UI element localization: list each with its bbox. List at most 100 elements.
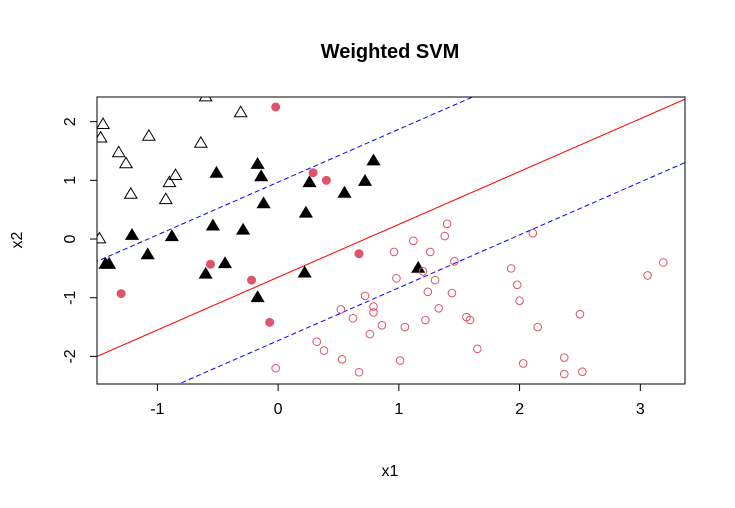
point-circle-open bbox=[559, 353, 569, 362]
y-tick-label: -1 bbox=[62, 291, 79, 305]
point-circle-filled bbox=[205, 259, 215, 269]
point-triangle-open bbox=[123, 186, 138, 199]
x-tick-label: 2 bbox=[515, 401, 524, 418]
point-triangle-open bbox=[158, 192, 173, 205]
point-triangle-filled bbox=[298, 205, 313, 218]
point-circle-filled bbox=[265, 317, 275, 327]
point-circle-open bbox=[389, 247, 399, 257]
point-triangle-open bbox=[168, 168, 183, 180]
point-triangle-filled bbox=[250, 290, 265, 303]
point-triangle-filled bbox=[236, 222, 251, 235]
point-triangle-open bbox=[162, 175, 177, 188]
y-tick-label: 2 bbox=[62, 117, 79, 126]
point-triangle-filled bbox=[250, 157, 265, 169]
point-circle-open bbox=[409, 236, 418, 246]
point-triangle-filled bbox=[140, 247, 155, 260]
y-axis: -2 -1 0 1 2 bbox=[62, 117, 98, 364]
data-points bbox=[97, 97, 668, 379]
point-circle-open bbox=[319, 346, 329, 355]
point-circle-open bbox=[360, 291, 370, 301]
margin-upper-line bbox=[97, 97, 474, 262]
point-circle-open bbox=[425, 247, 435, 257]
point-triangle-open bbox=[198, 97, 213, 102]
point-triangle-open bbox=[97, 231, 107, 244]
x-tick-label: 0 bbox=[274, 401, 283, 418]
point-circle-open bbox=[336, 305, 346, 314]
point-triangle-filled bbox=[209, 165, 224, 178]
point-circle-open bbox=[450, 257, 459, 266]
point-circle-open bbox=[430, 275, 440, 285]
point-circle-open bbox=[442, 219, 452, 229]
y-tick-label: 0 bbox=[62, 234, 79, 243]
point-circle-open bbox=[418, 267, 428, 276]
point-triangle-filled bbox=[297, 265, 312, 278]
x-tick-label: 3 bbox=[636, 401, 645, 418]
point-circle-open bbox=[533, 322, 542, 332]
point-circle-open bbox=[506, 264, 516, 273]
point-triangle-filled bbox=[358, 174, 373, 186]
point-circle-open bbox=[395, 356, 405, 365]
point-circle-filled bbox=[308, 168, 318, 178]
point-triangle-open bbox=[141, 128, 156, 141]
point-triangle-filled bbox=[337, 185, 352, 198]
point-circle-filled bbox=[247, 275, 257, 285]
point-circle-open bbox=[643, 271, 652, 280]
point-triangle-filled bbox=[98, 256, 113, 269]
margin-lower-line bbox=[177, 162, 685, 384]
point-triangle-open bbox=[111, 145, 126, 158]
point-circle-open bbox=[348, 313, 358, 323]
point-triangle-filled bbox=[256, 196, 271, 209]
point-circle-open bbox=[400, 322, 410, 332]
point-triangle-filled bbox=[302, 175, 317, 188]
plot-frame bbox=[96, 96, 686, 385]
point-triangle-filled bbox=[217, 256, 233, 269]
point-circle-open bbox=[575, 309, 585, 319]
point-circle-open bbox=[512, 280, 522, 290]
point-triangle-filled bbox=[198, 266, 213, 279]
y-tick-label: 1 bbox=[62, 176, 79, 185]
point-circle-open bbox=[271, 363, 280, 373]
y-tick-label: -2 bbox=[62, 349, 79, 363]
point-circle-open bbox=[337, 355, 347, 364]
point-circle-open bbox=[423, 287, 433, 297]
x-tick-label: -1 bbox=[150, 401, 164, 418]
y-axis-label: x2 bbox=[9, 231, 26, 248]
point-triangle-filled bbox=[164, 229, 179, 242]
point-circle-open bbox=[354, 367, 364, 377]
point-triangle-open bbox=[118, 156, 134, 169]
point-circle-open bbox=[515, 296, 524, 305]
point-triangle-open bbox=[193, 135, 208, 148]
point-triangle-filled bbox=[124, 228, 140, 240]
x-tick-label: 1 bbox=[394, 401, 403, 418]
point-circle-filled bbox=[116, 289, 126, 299]
point-triangle-open bbox=[97, 117, 111, 129]
chart-title: Weighted SVM bbox=[321, 41, 460, 63]
point-circle-open bbox=[528, 228, 538, 238]
point-circle-open bbox=[473, 344, 482, 354]
point-circle-open bbox=[369, 302, 378, 311]
point-circle-open bbox=[421, 315, 430, 325]
point-circle-open bbox=[440, 231, 450, 241]
point-circle-filled bbox=[321, 175, 331, 185]
point-circle-open bbox=[518, 359, 528, 368]
point-circle-open bbox=[465, 315, 475, 325]
point-triangle-filled bbox=[366, 153, 381, 166]
point-triangle-open bbox=[233, 105, 248, 118]
point-circle-open bbox=[447, 288, 457, 298]
point-triangle-filled bbox=[205, 218, 220, 231]
point-circle-open bbox=[392, 274, 401, 283]
point-circle-open bbox=[369, 308, 378, 317]
point-triangle-open bbox=[97, 130, 108, 143]
point-circle-open bbox=[377, 321, 387, 330]
point-circle-open bbox=[434, 303, 443, 313]
point-circle-open bbox=[578, 367, 587, 376]
point-circle-filled bbox=[354, 249, 364, 259]
point-circle-filled bbox=[271, 102, 281, 112]
point-circle-open bbox=[312, 337, 322, 347]
boundary-line bbox=[97, 98, 685, 357]
point-circle-open bbox=[658, 258, 668, 267]
point-circle-open bbox=[365, 329, 375, 339]
x-axis: -1 0 1 2 3 bbox=[150, 383, 645, 418]
point-triangle-filled bbox=[254, 169, 269, 182]
